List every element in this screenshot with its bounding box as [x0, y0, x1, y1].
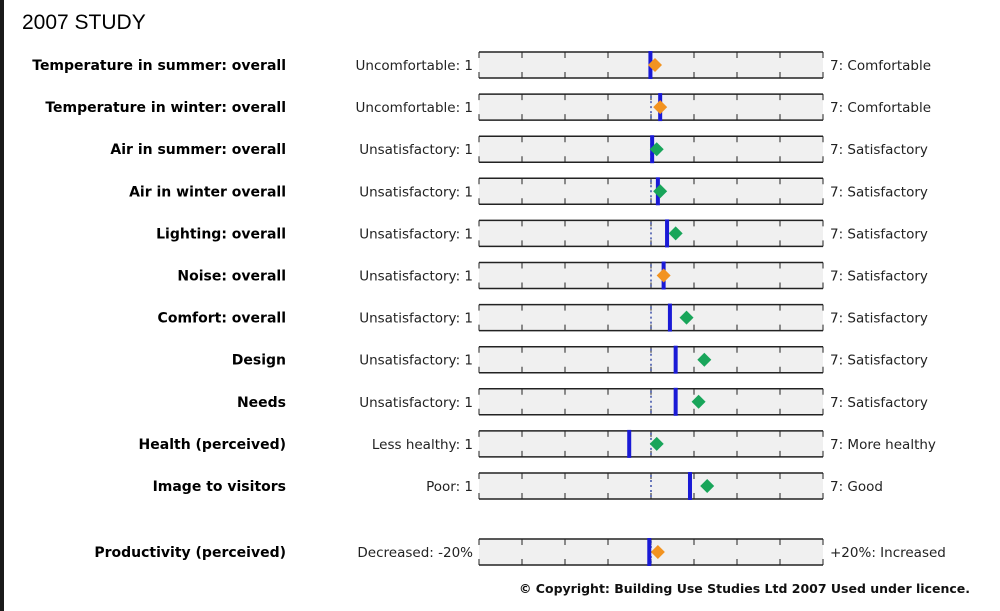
score-diamond	[700, 479, 715, 493]
row-label: Lighting: overall	[156, 226, 286, 242]
copyright-notice: © Copyright: Building Use Studies Ltd 20…	[518, 581, 970, 596]
row-label: Productivity (perceived)	[94, 545, 286, 561]
score-diamond	[653, 100, 668, 115]
row-label: Image to visitors	[153, 479, 286, 495]
benchmark-marker	[665, 219, 670, 248]
score-diamond	[656, 268, 671, 283]
scale-right-label: 7: Good	[830, 479, 883, 495]
scale-right-label: 7: Satisfactory	[830, 184, 928, 200]
row-label: Air in summer: overall	[110, 142, 286, 158]
benchmark-marker	[673, 345, 678, 374]
score-diamond	[691, 394, 706, 409]
left-border	[0, 0, 4, 611]
row-label: Temperature in summer: overall	[32, 58, 286, 74]
scale-left-label: Uncomfortable: 1	[356, 58, 473, 74]
scale-left-label: Unsatisfactory: 1	[359, 311, 473, 327]
row-label: Health (perceived)	[139, 437, 286, 453]
benchmark-marker	[687, 472, 692, 500]
row-label: Temperature in winter: overall	[45, 100, 286, 116]
score-diamond	[668, 226, 683, 241]
scale-left-label: Decreased: -20%	[357, 545, 473, 561]
page-title: 2007 STUDY	[22, 11, 146, 34]
scale-right-label: 7: Satisfactory	[830, 269, 928, 285]
scale-right-label: 7: Satisfactory	[830, 142, 928, 158]
scale-left-label: Unsatisfactory: 1	[359, 269, 473, 285]
score-diamond	[679, 310, 694, 325]
scale-right-label: 7: Comfortable	[830, 100, 931, 116]
scale-right-label: +20%: Increased	[830, 545, 946, 561]
score-diamond	[697, 352, 712, 367]
score-diamond	[653, 184, 668, 199]
scale-left-label: Unsatisfactory: 1	[359, 395, 473, 411]
scale-right-label: 7: Satisfactory	[830, 353, 928, 369]
score-diamond	[649, 142, 664, 157]
benchmark-marker	[673, 387, 678, 416]
scale-left-label: Unsatisfactory: 1	[359, 142, 473, 158]
scale-left-label: Unsatisfactory: 1	[359, 226, 473, 242]
row-label: Noise: overall	[177, 269, 286, 285]
scale-left-label: Poor: 1	[426, 479, 473, 495]
benchmark-marker	[647, 538, 652, 566]
benchmark-marker	[667, 303, 672, 332]
benchmark-marker	[627, 429, 632, 458]
row-label: Comfort: overall	[158, 311, 286, 327]
row-label: Needs	[237, 395, 286, 411]
scale-left-label: Uncomfortable: 1	[356, 100, 473, 116]
scale-left-label: Unsatisfactory: 1	[359, 353, 473, 369]
scale-right-label: 7: Satisfactory	[830, 395, 928, 411]
row-label: Air in winter overall	[129, 184, 286, 200]
scale-right-label: 7: More healthy	[830, 437, 936, 453]
scale-left-label: Unsatisfactory: 1	[359, 184, 473, 200]
row-label: Design	[232, 353, 286, 369]
scale-right-label: 7: Satisfactory	[830, 226, 928, 242]
score-diamond	[649, 436, 664, 451]
scale-left-label: Less healthy: 1	[372, 437, 473, 453]
score-diamond	[648, 58, 663, 72]
score-diamond	[650, 545, 665, 559]
scale-right-label: 7: Comfortable	[830, 58, 931, 74]
scale-right-label: 7: Satisfactory	[830, 311, 928, 327]
